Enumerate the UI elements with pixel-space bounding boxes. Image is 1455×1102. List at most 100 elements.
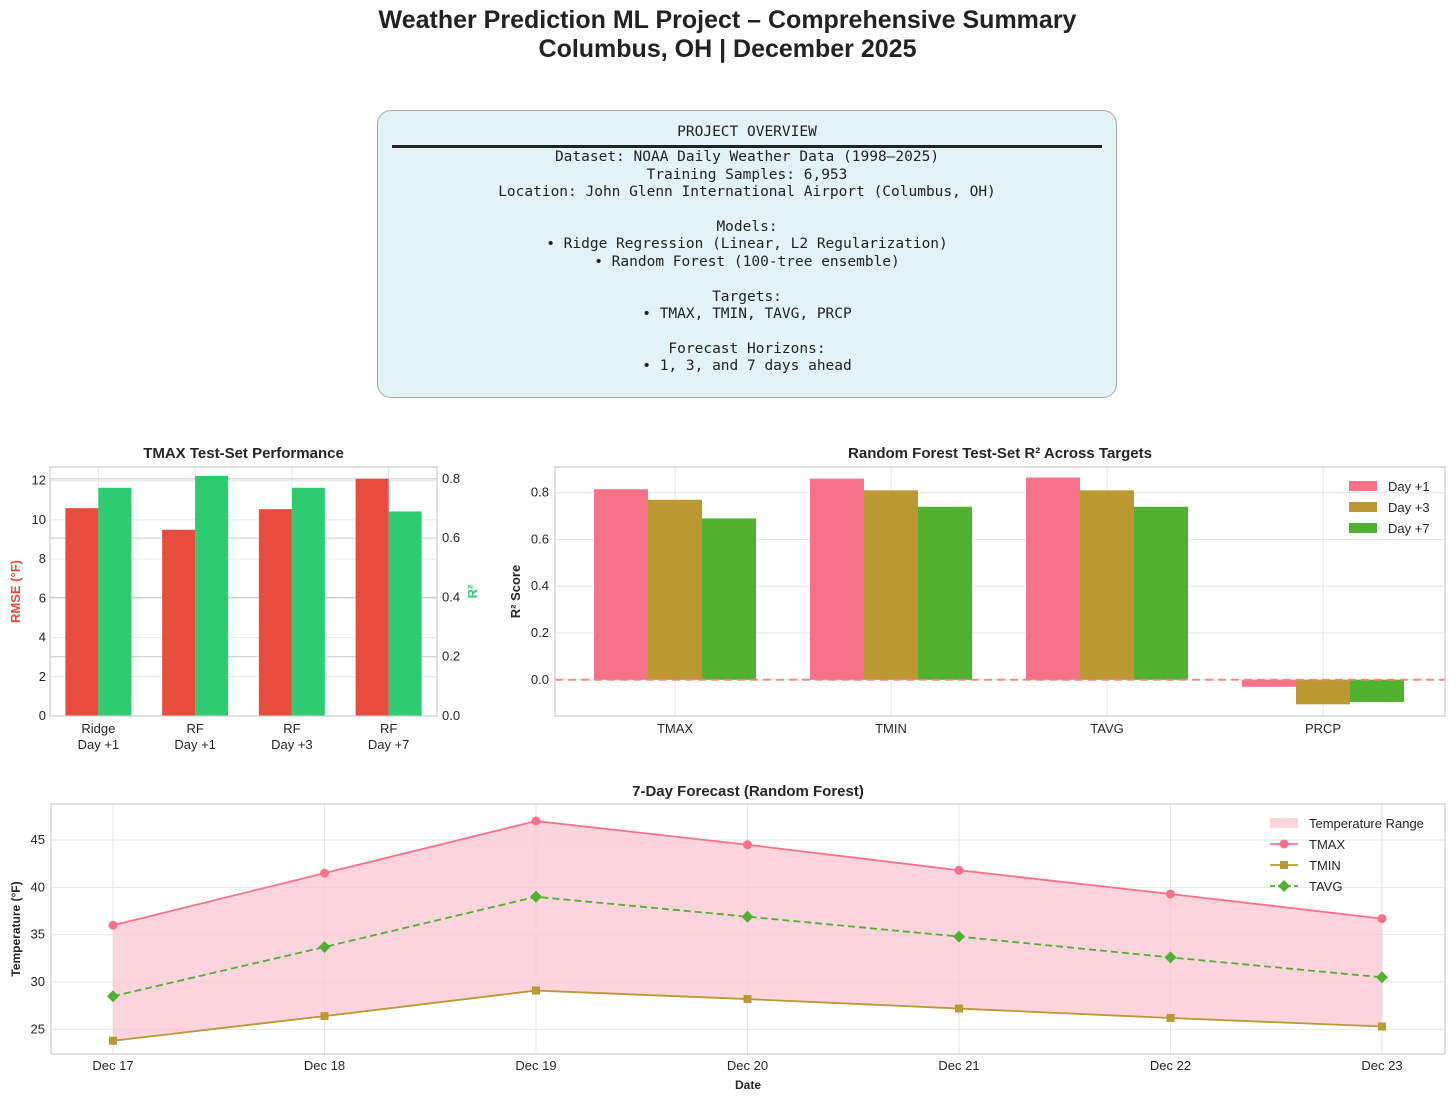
rf-y-axis-label: R² Score: [508, 565, 523, 618]
forecast-tavg-point: [318, 940, 331, 953]
rf-y-tick-label: 0.4: [531, 578, 549, 593]
tmax-left-tick-label: 6: [39, 590, 46, 605]
overview-divider: [392, 145, 1102, 149]
tmax-left-axis-label: RMSE (°F): [8, 560, 23, 623]
forecast-legend-label: TAVG: [1309, 879, 1342, 894]
tmax-left-tick-label: 0: [39, 708, 46, 723]
forecast-tmax-point: [108, 920, 118, 930]
rf-r2-bar: [1296, 679, 1350, 705]
tmax-x-tick-label: Ridge: [81, 721, 115, 736]
tmax-r2-bar: [291, 487, 325, 716]
rf-r2-bar: [648, 499, 702, 680]
forecast-tmin-point: [532, 986, 540, 995]
tmax-rmse-bar: [355, 478, 389, 716]
rf-legend-swatch: [1349, 481, 1377, 491]
overview-line: Dataset: NOAA Daily Weather Data (1998–2…: [554, 149, 940, 166]
tmax-rmse-bar: [162, 529, 196, 716]
rf-r2-bar: [1134, 506, 1188, 680]
forecast-tavg-point: [741, 910, 754, 923]
tmax-x-tick-label: Day +1: [78, 737, 120, 752]
tmax-right-axis-label: R²: [465, 584, 480, 598]
tmax-rmse-bar: [258, 509, 292, 716]
forecast-x-tick-label: Dec 20: [727, 1058, 768, 1073]
forecast-legend-label: TMIN: [1309, 858, 1341, 873]
forecast-plot-frame: [50, 803, 1446, 1055]
overview-line: Targets:: [712, 288, 782, 305]
tmax-rmse-bar: [65, 508, 99, 716]
rf-legend-label: Day +7: [1388, 521, 1430, 536]
figure-title-line-2: Columbus, OH | December 2025: [538, 35, 917, 63]
rf-r2-bar: [864, 490, 918, 680]
forecast-tmin-point: [109, 1036, 117, 1045]
forecast-legend-marker: [1280, 861, 1288, 869]
rf-x-tick-label: TMAX: [657, 721, 693, 736]
forecast-legend: Temperature Range TMAX TMIN TAVG: [1270, 816, 1424, 894]
forecast-legend-marker: [1278, 880, 1290, 892]
tmax-chart-title: TMAX Test-Set Performance: [143, 445, 344, 462]
rf-r2-bar: [1350, 679, 1404, 702]
overview-line: • 1, 3, and 7 days ahead: [642, 358, 852, 375]
forecast-tmax-point: [531, 816, 541, 826]
forecast-temperature-range-band: [113, 821, 1382, 1041]
overview-line: Training Samples: 6,953: [646, 166, 848, 183]
rf-r2-chart: 0.0 0.2 0.4 0.6 0.8 TMAX TMIN TAVG PRCP Random Fo…: [508, 445, 1446, 736]
overview-line: Location: John Glenn International Airpo…: [498, 184, 996, 201]
figure-title-line-1: Weather Prediction ML Project – Comprehe…: [378, 6, 1077, 34]
forecast-tmax-point: [1377, 914, 1387, 924]
figure-title: Weather Prediction ML Project – Comprehe…: [0, 6, 1455, 64]
rf-r2-bar: [810, 478, 864, 680]
forecast-y-tick-label: 35: [31, 927, 45, 942]
forecast-tmin-point: [743, 995, 752, 1004]
tmax-right-tick-label: 0.8: [442, 471, 460, 486]
rf-legend-swatch: [1349, 523, 1377, 533]
tmax-plot-frame: [49, 466, 438, 717]
rf-y-tick-label: 0.0: [531, 672, 549, 687]
tmax-x-tick-label: Day +1: [174, 737, 216, 752]
forecast-legend-marker: [1279, 839, 1289, 849]
rf-legend: Day +1 Day +3 Day +7: [1349, 479, 1430, 536]
tmax-left-tick-label: 8: [39, 551, 46, 566]
forecast-tavg-point: [1376, 971, 1388, 984]
tmax-x-tick-label: Day +7: [368, 737, 410, 752]
forecast-tmin-point: [955, 1004, 963, 1013]
forecast-legend-label: Temperature Range: [1309, 816, 1424, 831]
rf-x-tick-label: TMIN: [875, 721, 907, 736]
project-overview-box: PROJECT OVERVIEW Dataset: NOAA Daily Wea…: [377, 110, 1117, 398]
forecast-legend-label: TMAX: [1309, 837, 1345, 852]
forecast-tmin-point: [1378, 1022, 1386, 1031]
rf-legend-swatch: [1349, 502, 1377, 512]
rf-y-tick-label: 0.8: [531, 485, 549, 500]
forecast-tmax-point: [954, 865, 964, 875]
tmax-r2-bar: [388, 511, 422, 716]
forecast-y-axis-label: Temperature (°F): [9, 881, 23, 976]
overview-line: • Ridge Regression (Linear, L2 Regulariz…: [546, 236, 948, 253]
rf-chart-title: Random Forest Test-Set R² Across Targets: [848, 445, 1152, 462]
rf-x-tick-label: TAVG: [1090, 721, 1123, 736]
forecast-x-tick-label: Dec 22: [1150, 1058, 1191, 1073]
forecast-x-tick-label: Dec 18: [304, 1058, 345, 1073]
forecast-chart-title: 7-Day Forecast (Random Forest): [632, 783, 864, 800]
tmax-right-tick-label: 0.2: [442, 649, 460, 664]
overview-heading: PROJECT OVERVIEW: [677, 124, 817, 140]
overview-line: • Random Forest (100-tree ensemble): [594, 253, 900, 270]
rf-y-tick-label: 0.2: [531, 625, 549, 640]
forecast-x-axis-label: Date: [735, 1078, 761, 1092]
forecast-x-tick-label: Dec 19: [515, 1058, 556, 1073]
tmax-x-tick-label: Day +3: [271, 737, 313, 752]
forecast-tmin-point: [1166, 1014, 1175, 1023]
forecast-tmin-point: [320, 1012, 329, 1021]
forecast-tmax-point: [320, 868, 329, 878]
tmax-left-tick-label: 2: [39, 669, 46, 684]
rf-r2-bar: [702, 518, 756, 680]
rf-plot-frame: [554, 466, 1446, 717]
forecast-y-tick-label: 40: [31, 879, 45, 894]
rf-x-tick-label: PRCP: [1305, 721, 1341, 736]
overview-line: • TMAX, TMIN, TAVG, PRCP: [642, 306, 852, 323]
forecast-chart: Dec 17 Dec 18 Dec 19 Dec 20 Dec 21 Dec 22 Dec …: [9, 783, 1446, 1092]
forecast-tavg-point: [530, 890, 542, 903]
forecast-tmax-point: [743, 840, 752, 850]
rf-legend-label: Day +1: [1388, 479, 1430, 494]
forecast-tavg-point: [953, 930, 965, 943]
